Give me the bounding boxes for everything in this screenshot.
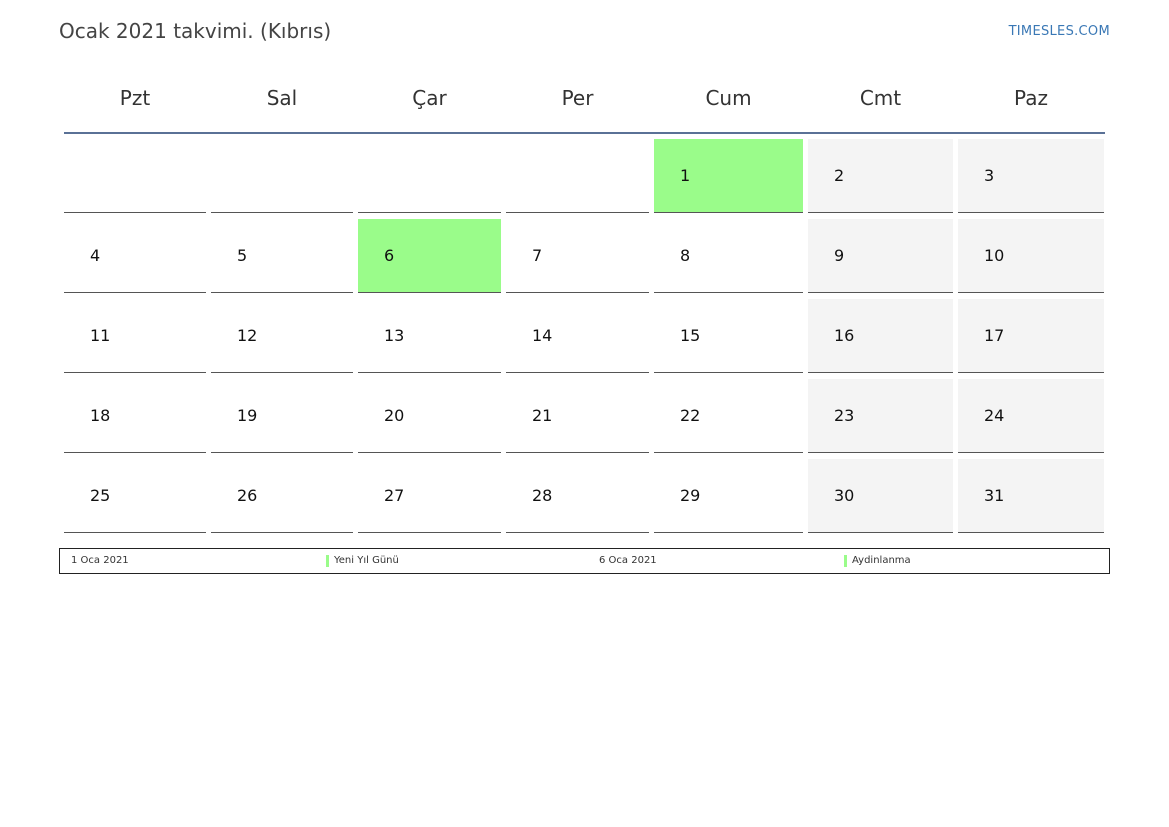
weekday-label: Çar bbox=[412, 86, 447, 110]
weekday-label: Cum bbox=[705, 86, 752, 110]
day-cell[interactable]: 3 bbox=[958, 139, 1104, 213]
day-cell[interactable]: 19 bbox=[211, 379, 353, 453]
calendar: Pzt Sal Çar Per Cum Cmt Paz 1 2 3 4 5 6 7 8 9 10 1… bbox=[64, 64, 1105, 539]
holiday-day-cell[interactable]: 6 bbox=[358, 219, 501, 293]
day-number: 5 bbox=[237, 246, 248, 265]
day-cell[interactable]: 21 bbox=[506, 379, 649, 453]
day-cell[interactable]: 12 bbox=[211, 299, 353, 373]
day-number: 2 bbox=[834, 166, 845, 185]
empty-day-cell bbox=[506, 139, 649, 213]
legend-date: 1 Oca 2021 bbox=[71, 555, 129, 566]
holiday-day-cell[interactable]: 1 bbox=[654, 139, 803, 213]
week-row: 25 26 27 28 29 30 31 bbox=[64, 459, 1105, 533]
day-number: 21 bbox=[532, 406, 553, 425]
week-row: 18 19 20 21 22 23 24 bbox=[64, 379, 1105, 453]
page-title: Ocak 2021 takvimi. (Kıbrıs) bbox=[59, 19, 332, 43]
legend-date: 6 Oca 2021 bbox=[599, 555, 657, 566]
day-cell[interactable]: 17 bbox=[958, 299, 1104, 373]
weekday-label: Pzt bbox=[119, 86, 151, 110]
day-number: 15 bbox=[680, 326, 701, 345]
day-cell[interactable]: 25 bbox=[64, 459, 206, 533]
day-number: 19 bbox=[237, 406, 258, 425]
day-cell[interactable]: 22 bbox=[654, 379, 803, 453]
day-cell[interactable]: 8 bbox=[654, 219, 803, 293]
day-cell[interactable]: 24 bbox=[958, 379, 1104, 453]
day-grid: 1 2 3 4 5 6 7 8 9 10 11 12 13 14 15 16 17 18 19 20 21 22 23 24 2… bbox=[64, 139, 1105, 533]
week-row: 4 5 6 7 8 9 10 bbox=[64, 219, 1105, 293]
day-number: 10 bbox=[984, 246, 1005, 265]
legend-holiday-name: Yeni Yıl Günü bbox=[334, 555, 399, 566]
day-cell[interactable]: 16 bbox=[808, 299, 953, 373]
day-number: 13 bbox=[384, 326, 405, 345]
weekday-label: Per bbox=[561, 86, 594, 110]
day-number: 9 bbox=[834, 246, 845, 265]
day-cell[interactable]: 11 bbox=[64, 299, 206, 373]
day-cell[interactable]: 30 bbox=[808, 459, 953, 533]
legend-color-marker bbox=[326, 555, 329, 567]
day-number: 6 bbox=[384, 246, 395, 265]
day-number: 25 bbox=[90, 486, 111, 505]
day-cell[interactable]: 4 bbox=[64, 219, 206, 293]
day-cell[interactable]: 28 bbox=[506, 459, 649, 533]
day-number: 28 bbox=[532, 486, 553, 505]
weekday-label: Cmt bbox=[859, 86, 902, 110]
day-cell[interactable]: 27 bbox=[358, 459, 501, 533]
day-cell[interactable]: 23 bbox=[808, 379, 953, 453]
day-number: 11 bbox=[90, 326, 111, 345]
day-cell[interactable]: 20 bbox=[358, 379, 501, 453]
day-number: 14 bbox=[532, 326, 553, 345]
day-number: 23 bbox=[834, 406, 855, 425]
day-number: 8 bbox=[680, 246, 691, 265]
weekday-label: Sal bbox=[266, 86, 298, 110]
empty-day-cell bbox=[211, 139, 353, 213]
day-number: 30 bbox=[834, 486, 855, 505]
day-cell[interactable]: 7 bbox=[506, 219, 649, 293]
day-cell[interactable]: 9 bbox=[808, 219, 953, 293]
brand-link[interactable]: TIMESLES.COM bbox=[1008, 24, 1110, 39]
day-cell[interactable]: 15 bbox=[654, 299, 803, 373]
day-number: 22 bbox=[680, 406, 701, 425]
day-cell[interactable]: 13 bbox=[358, 299, 501, 373]
empty-day-cell bbox=[358, 139, 501, 213]
day-number: 17 bbox=[984, 326, 1005, 345]
day-number: 4 bbox=[90, 246, 101, 265]
day-number: 3 bbox=[984, 166, 995, 185]
week-row: 1 2 3 bbox=[64, 139, 1105, 213]
day-number: 27 bbox=[384, 486, 405, 505]
day-number: 20 bbox=[384, 406, 405, 425]
day-cell[interactable]: 10 bbox=[958, 219, 1104, 293]
day-cell[interactable]: 26 bbox=[211, 459, 353, 533]
day-number: 1 bbox=[680, 166, 691, 185]
day-cell[interactable]: 14 bbox=[506, 299, 649, 373]
weekday-header: Pzt Sal Çar Per Cum Cmt Paz bbox=[64, 64, 1105, 134]
legend-holiday-name: Aydinlanma bbox=[852, 555, 911, 566]
day-number: 12 bbox=[237, 326, 258, 345]
day-cell[interactable]: 29 bbox=[654, 459, 803, 533]
day-number: 16 bbox=[834, 326, 855, 345]
day-cell[interactable]: 5 bbox=[211, 219, 353, 293]
day-number: 31 bbox=[984, 486, 1005, 505]
empty-day-cell bbox=[64, 139, 206, 213]
day-number: 26 bbox=[237, 486, 258, 505]
legend-color-marker bbox=[844, 555, 847, 567]
day-cell[interactable]: 31 bbox=[958, 459, 1104, 533]
day-number: 24 bbox=[984, 406, 1005, 425]
holiday-legend: 1 Oca 2021 Yeni Yıl Günü 6 Oca 2021 Aydi… bbox=[59, 548, 1110, 574]
day-cell[interactable]: 18 bbox=[64, 379, 206, 453]
day-number: 18 bbox=[90, 406, 111, 425]
weekday-label: Paz bbox=[1014, 86, 1048, 110]
day-cell[interactable]: 2 bbox=[808, 139, 953, 213]
day-number: 7 bbox=[532, 246, 543, 265]
day-number: 29 bbox=[680, 486, 701, 505]
week-row: 11 12 13 14 15 16 17 bbox=[64, 299, 1105, 373]
